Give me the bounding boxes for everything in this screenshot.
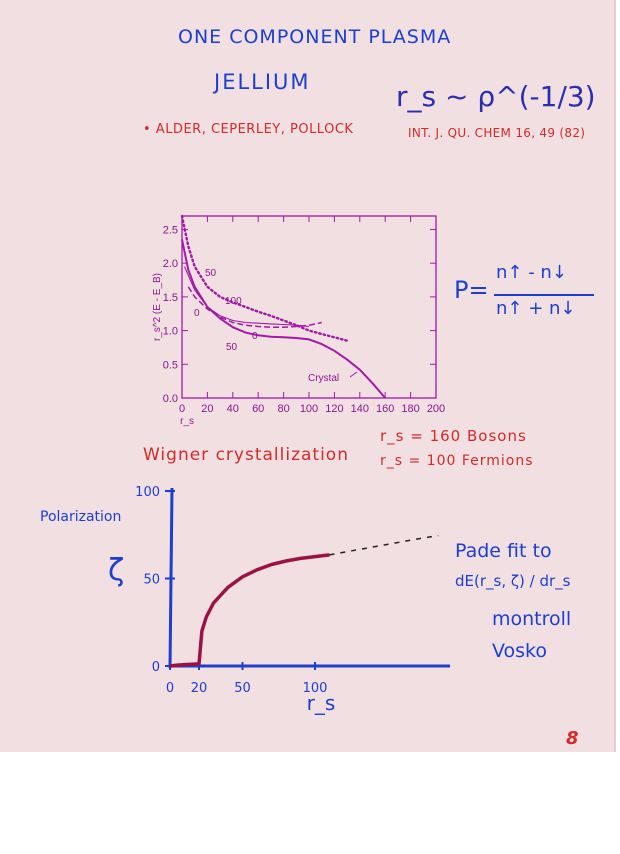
top-annotation-5: Crystal [308, 373, 339, 384]
top-x-tick-label: 100 [300, 403, 318, 415]
top-series-dashed [187, 286, 322, 328]
top-annotation-2: 0 [194, 308, 200, 319]
top-x-tick-label: 40 [227, 403, 239, 415]
top-x-tick-label: 60 [252, 403, 264, 415]
top-annotation-0: 50 [205, 268, 217, 279]
fermions-note: r_s = 100 Fermions [380, 453, 534, 469]
top-series-dotted [180, 214, 349, 342]
formula-denominator: n↑ + n↓ [496, 298, 576, 319]
top-series-solid-thin [183, 266, 310, 328]
rs-density-relation: r_s ~ ρ^(-1/3) [396, 80, 596, 113]
top-x-tick-label: 120 [325, 403, 343, 415]
formula-lhs: P= [454, 276, 489, 304]
top-x-axis-label: r_s [180, 416, 194, 427]
montroll-note: montroll [492, 608, 572, 630]
fraction-bar [494, 294, 594, 296]
top-y-tick-label: 2.0 [163, 258, 178, 270]
bottom-curve-solid [169, 553, 330, 668]
bottom-x-tick-label: 20 [191, 681, 208, 696]
top-annotation-3: 0 [252, 331, 258, 342]
top-annotation-1: 100 [225, 296, 242, 307]
bottom-x-tick-label: 0 [166, 681, 174, 696]
top-y-tick-label: 0.0 [163, 393, 178, 405]
bosons-note: r_s = 160 Bosons [380, 427, 527, 445]
top-x-tick-label: 160 [376, 403, 394, 415]
bottom-y-tick-label: 100 [135, 485, 160, 500]
polarization-axis-title: Polarization [40, 509, 122, 525]
bottom-x-tick-label: 100 [303, 681, 328, 696]
bottom-y-tick-label: 0 [152, 660, 160, 675]
paper-sheet [0, 0, 616, 752]
top-y-tick-label: 1.0 [163, 326, 178, 338]
top-x-tick-label: 200 [427, 403, 445, 415]
crystal-pointer [349, 371, 358, 378]
formula-numerator: n↑ - n↓ [496, 262, 567, 283]
wigner-crystallization-note: Wigner crystallization [143, 445, 349, 465]
vosko-note: Vosko [492, 640, 547, 662]
top-y-tick-label: 2.5 [163, 224, 178, 236]
bottom-x-axis-label: r_s [307, 691, 336, 715]
page-title: ONE COMPONENT PLASMA [178, 26, 452, 48]
reference-journal: INT. J. QU. CHEM 16, 49 (82) [408, 126, 586, 140]
pade-fit-note: Pade fit to [455, 540, 552, 562]
page-number: 8 [566, 728, 579, 749]
top-x-tick-label: 20 [201, 403, 213, 415]
top-y-axis-label: r_s^2 (E - E_B) [152, 273, 163, 341]
zeta-symbol: ζ [108, 553, 125, 588]
reference-authors: • ALDER, CEPERLEY, POLLOCK [143, 122, 354, 137]
top-y-tick-label: 0.5 [163, 359, 178, 371]
bottom-curve-dashed [329, 534, 439, 556]
bottom-x-tick-label: 50 [234, 681, 251, 696]
top-x-tick-label: 0 [179, 403, 185, 415]
derivative-note: dE(r_s, ζ) / dr_s [455, 572, 571, 590]
top-annotation-4: 50 [226, 342, 238, 353]
top-x-tick-label: 80 [277, 403, 289, 415]
subtitle-jellium: JELLIUM [214, 70, 311, 94]
bottom-y-tick-label: 50 [143, 573, 160, 588]
top-x-tick-label: 140 [351, 403, 369, 415]
top-x-tick-label: 180 [401, 403, 419, 415]
top-y-tick-label: 1.5 [163, 292, 178, 304]
top-chart-frame [181, 215, 437, 399]
